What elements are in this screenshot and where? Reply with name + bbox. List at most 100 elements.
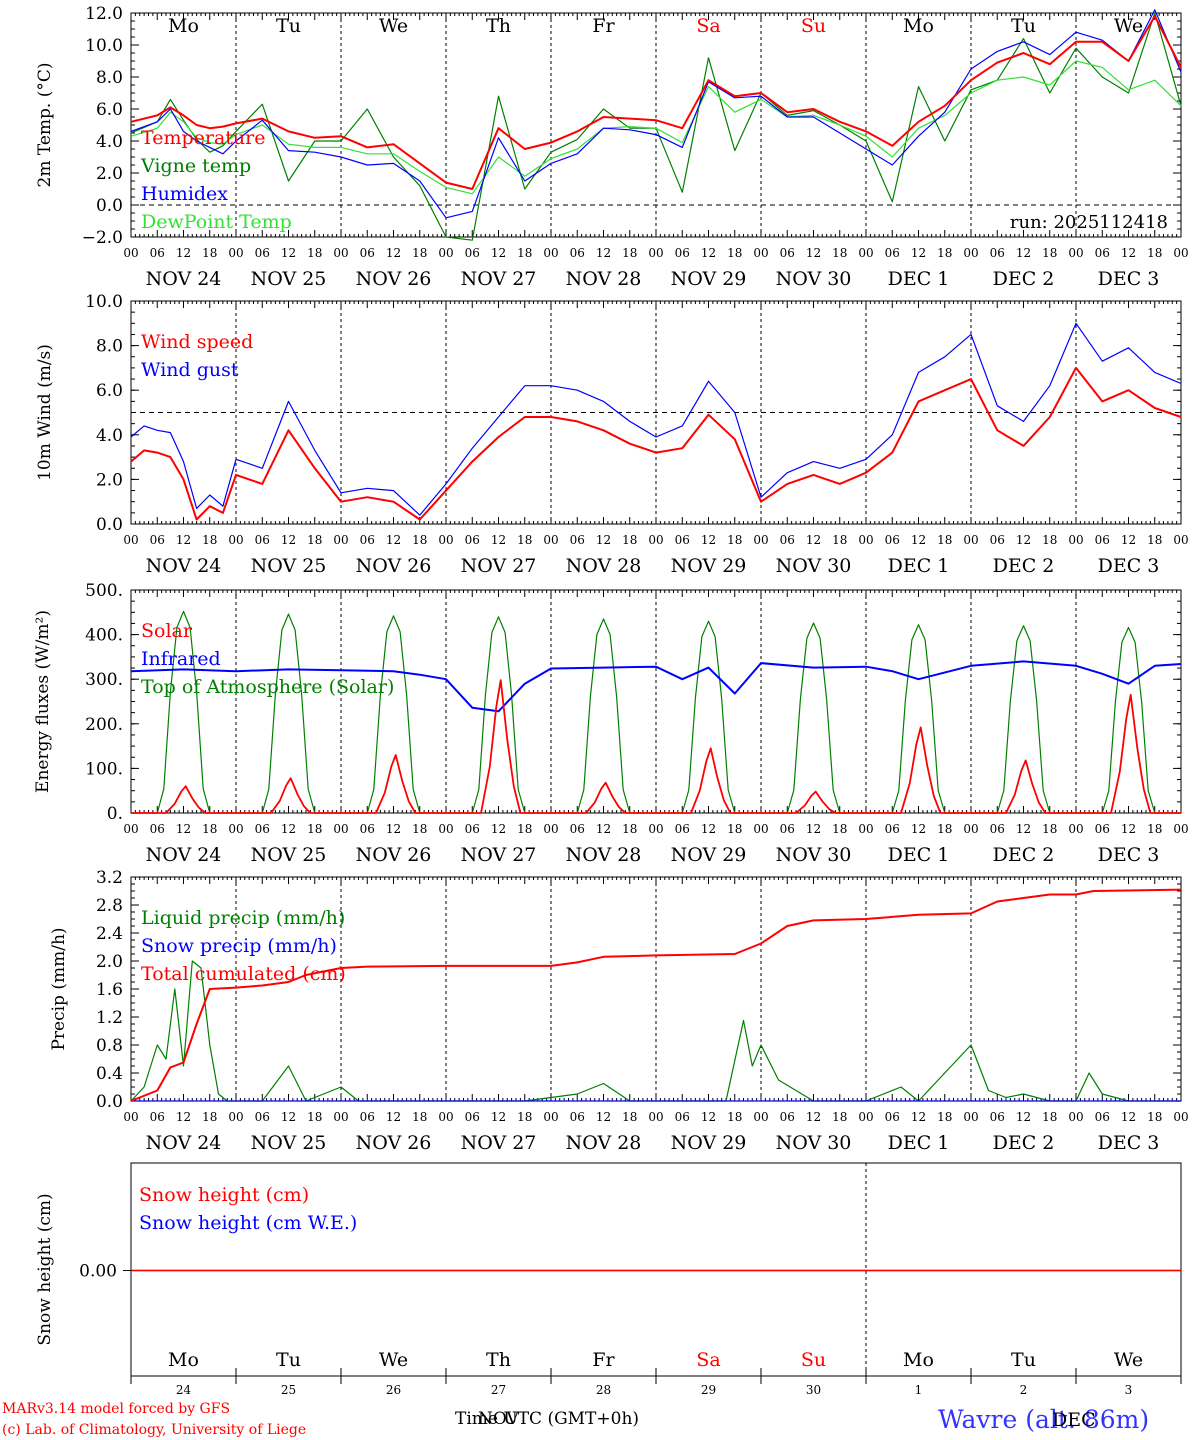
wind-hour-label: 18 — [622, 533, 637, 547]
temperature-hour-label: 00 — [123, 246, 138, 260]
temperature-hour-label: 00 — [753, 246, 768, 260]
wind-hour-label: 12 — [596, 533, 611, 547]
temperature-hour-label: 18 — [727, 246, 742, 260]
wind-hour-label: 18 — [307, 533, 322, 547]
temperature-day-label: Su — [801, 15, 826, 37]
wind-date-label: DEC 2 — [993, 555, 1055, 577]
precip-hour-label: 18 — [517, 1110, 532, 1124]
temperature-hour-label: 00 — [648, 246, 663, 260]
temperature-date-label: NOV 25 — [251, 268, 327, 290]
precip-hour-label: 12 — [596, 1110, 611, 1124]
snow-day-number: 25 — [281, 1383, 296, 1397]
temperature-day-label: Sa — [696, 15, 720, 37]
flux-hour-label: 06 — [465, 822, 480, 836]
temperature-hour-label: 12 — [1016, 246, 1031, 260]
flux-hour-label: 06 — [255, 822, 270, 836]
temperature-hour-label: 18 — [622, 246, 637, 260]
temperature-hour-label: 12 — [806, 246, 821, 260]
precip-legend-entry: Total cumulated (cm) — [141, 963, 346, 985]
precip-hour-label: 06 — [255, 1110, 270, 1124]
footer: MARv3.14 model forced by GFS (c) Lab. of… — [2, 1401, 1149, 1438]
wind-date-label: DEC 3 — [1098, 555, 1160, 577]
precip-date-label: DEC 2 — [993, 1132, 1055, 1154]
temperature-hour-label: 00 — [1173, 246, 1188, 260]
wind-hour-label: 12 — [491, 533, 506, 547]
wind-hour-label: 00 — [228, 533, 243, 547]
temperature-day-label: Tu — [1011, 15, 1036, 37]
flux-hour-label: 06 — [360, 822, 375, 836]
temperature-hour-label: 06 — [780, 246, 795, 260]
flux-date-label: NOV 28 — [566, 844, 642, 866]
temperature-day-label: Fr — [592, 15, 615, 37]
flux-hour-label: 18 — [412, 822, 427, 836]
flux-hour-label: 00 — [438, 822, 453, 836]
temperature-hour-label: 00 — [438, 246, 453, 260]
flux-date-label: DEC 3 — [1098, 844, 1160, 866]
temperature-y-tick-label: 10.0 — [85, 36, 123, 56]
temperature-date-label: NOV 30 — [776, 268, 852, 290]
snow-day-number: 28 — [596, 1383, 611, 1397]
temperature-y-tick-label: 4.0 — [96, 132, 123, 152]
temperature-date-label: NOV 26 — [356, 268, 432, 290]
temperature-legend-entry: Humidex — [141, 183, 228, 205]
temperature-y-tick-label: 8.0 — [96, 68, 123, 88]
precip-hour-label: 06 — [150, 1110, 165, 1124]
temperature-date-label: DEC 1 — [888, 268, 950, 290]
wind-hour-label: 06 — [675, 533, 690, 547]
precip-hour-label: 18 — [1042, 1110, 1057, 1124]
flux-hour-label: 00 — [1173, 822, 1188, 836]
temperature-date-label: NOV 24 — [146, 268, 222, 290]
wind-hour-label: 06 — [570, 533, 585, 547]
precip-hour-label: 00 — [543, 1110, 558, 1124]
flux-infrared-line — [130, 660, 1182, 713]
snow-legend-entry: Snow height (cm W.E.) — [139, 1212, 357, 1234]
precip-hour-label: 12 — [701, 1110, 716, 1124]
flux-panel: 0. 100. 200. 300. 400. 500. Energy fluxes (W/m… — [33, 581, 1189, 866]
flux-hour-label: 06 — [150, 822, 165, 836]
snow-day-number: 27 — [491, 1383, 506, 1397]
temperature-hour-label: 06 — [885, 246, 900, 260]
flux-hour-label: 00 — [228, 822, 243, 836]
flux-hour-label: 00 — [1068, 822, 1083, 836]
precip-y-tick-label: 0.0 — [96, 1092, 123, 1112]
temperature-hour-label: 18 — [937, 246, 952, 260]
wind-hour-label: 12 — [1016, 533, 1031, 547]
temperature-series-line — [130, 60, 1182, 195]
flux-date-label: DEC 1 — [888, 844, 950, 866]
flux-hour-label: 18 — [937, 822, 952, 836]
time-axis-overlay: NOV — [478, 1409, 520, 1429]
precip-hour-label: 06 — [1095, 1110, 1110, 1124]
temperature-y-tick-label: 2.0 — [96, 164, 123, 184]
flux-hour-label: 18 — [832, 822, 847, 836]
snow-day-label: Su — [801, 1349, 826, 1371]
temperature-day-label: Mo — [168, 15, 199, 37]
flux-legend-entry: Infrared — [141, 648, 221, 670]
temperature-date-label: NOV 28 — [566, 268, 642, 290]
precip-y-tick-label: 2.4 — [96, 924, 123, 944]
precip-hour-label: 18 — [622, 1110, 637, 1124]
flux-hour-label: 12 — [281, 822, 296, 836]
wind-y-tick-label: 4.0 — [96, 426, 123, 446]
temperature-y-axis-label: 2m Temp. (°C) — [35, 62, 55, 187]
snow-day-number: 29 — [701, 1383, 716, 1397]
temperature-hour-label: 12 — [386, 246, 401, 260]
flux-y-tick-label: 0. — [107, 804, 123, 824]
snow-day-label: We — [1114, 1349, 1143, 1371]
flux-hour-label: 18 — [1042, 822, 1057, 836]
precip-series-line — [130, 888, 1182, 1102]
temperature-panel: −2.0 0.0 2.0 4.0 6.0 8.0 10.0 12.0 2m Temp. (°C)… — [35, 4, 1189, 290]
precip-hour-label: 00 — [753, 1110, 768, 1124]
wind-hour-label: 00 — [123, 533, 138, 547]
snow-day-number: 1 — [915, 1383, 923, 1397]
snow-day-number: 24 — [176, 1383, 192, 1397]
wind-hour-label: 06 — [255, 533, 270, 547]
flux-date-label: NOV 24 — [146, 844, 222, 866]
flux-legend-entry: Top of Atmosphere (Solar) — [141, 676, 394, 698]
snow-day-number: 2 — [1020, 1383, 1028, 1397]
flux-y-tick-label: 500. — [85, 581, 123, 601]
wind-gust-line — [130, 322, 1182, 516]
precip-date-label: NOV 26 — [356, 1132, 432, 1154]
temperature-hour-label: 00 — [858, 246, 873, 260]
precip-hour-label: 00 — [123, 1110, 138, 1124]
